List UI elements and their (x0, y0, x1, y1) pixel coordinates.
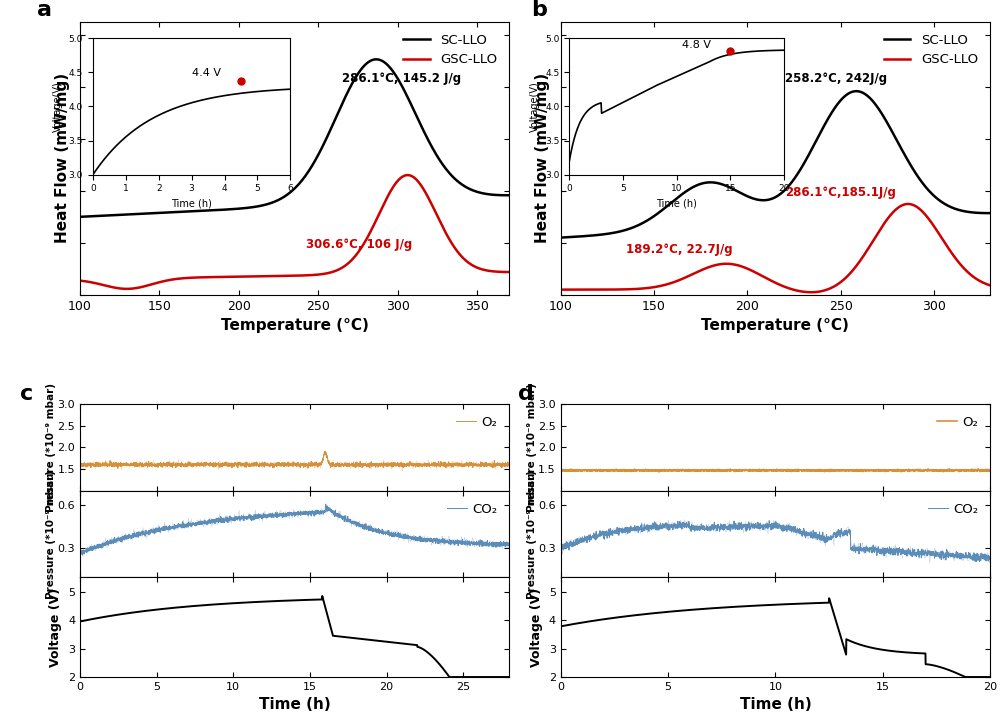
Y-axis label: Pressure (*10⁻⁹ mbar): Pressure (*10⁻⁹ mbar) (527, 470, 537, 598)
Legend: CO₂: CO₂ (923, 497, 983, 521)
Legend: SC-LLO, GSC-LLO: SC-LLO, GSC-LLO (879, 28, 983, 71)
X-axis label: Time (h): Time (h) (259, 697, 330, 713)
Text: 189.2°C, 22.7J/g: 189.2°C, 22.7J/g (626, 243, 733, 256)
Legend: CO₂: CO₂ (442, 497, 503, 521)
Text: 306.6°C, 106 J/g: 306.6°C, 106 J/g (306, 238, 412, 251)
Y-axis label: Voltage (V): Voltage (V) (530, 587, 543, 667)
Y-axis label: Pressure (*10⁻⁹ mbar): Pressure (*10⁻⁹ mbar) (527, 383, 537, 512)
Text: a: a (37, 1, 52, 20)
X-axis label: Time (h): Time (h) (740, 697, 811, 713)
Legend: O₂: O₂ (451, 411, 503, 434)
Text: 286.1°C,185.1J/g: 286.1°C,185.1J/g (785, 186, 896, 199)
Y-axis label: Heat Flow (mW/mg): Heat Flow (mW/mg) (535, 74, 550, 243)
Text: 286.1°C, 145.2 J/g: 286.1°C, 145.2 J/g (342, 71, 461, 84)
Text: 179.8°C, 22.5J/g: 179.8°C, 22.5J/g (626, 139, 733, 152)
X-axis label: Temperature (°C): Temperature (°C) (701, 318, 849, 333)
Y-axis label: Pressure (*10⁻⁹ mbar): Pressure (*10⁻⁹ mbar) (46, 470, 56, 598)
Legend: O₂: O₂ (932, 411, 983, 434)
Y-axis label: Heat Flow (mW/mg): Heat Flow (mW/mg) (55, 74, 70, 243)
Y-axis label: Pressure (*10⁻⁹ mbar): Pressure (*10⁻⁹ mbar) (46, 383, 56, 512)
Text: c: c (20, 384, 33, 404)
Y-axis label: Voltage (V): Voltage (V) (49, 587, 62, 667)
Text: d: d (518, 384, 534, 404)
Text: b: b (531, 1, 547, 20)
Text: 258.2°C, 242J/g: 258.2°C, 242J/g (785, 71, 887, 84)
Legend: SC-LLO, GSC-LLO: SC-LLO, GSC-LLO (398, 28, 503, 71)
X-axis label: Temperature (°C): Temperature (°C) (221, 318, 369, 333)
